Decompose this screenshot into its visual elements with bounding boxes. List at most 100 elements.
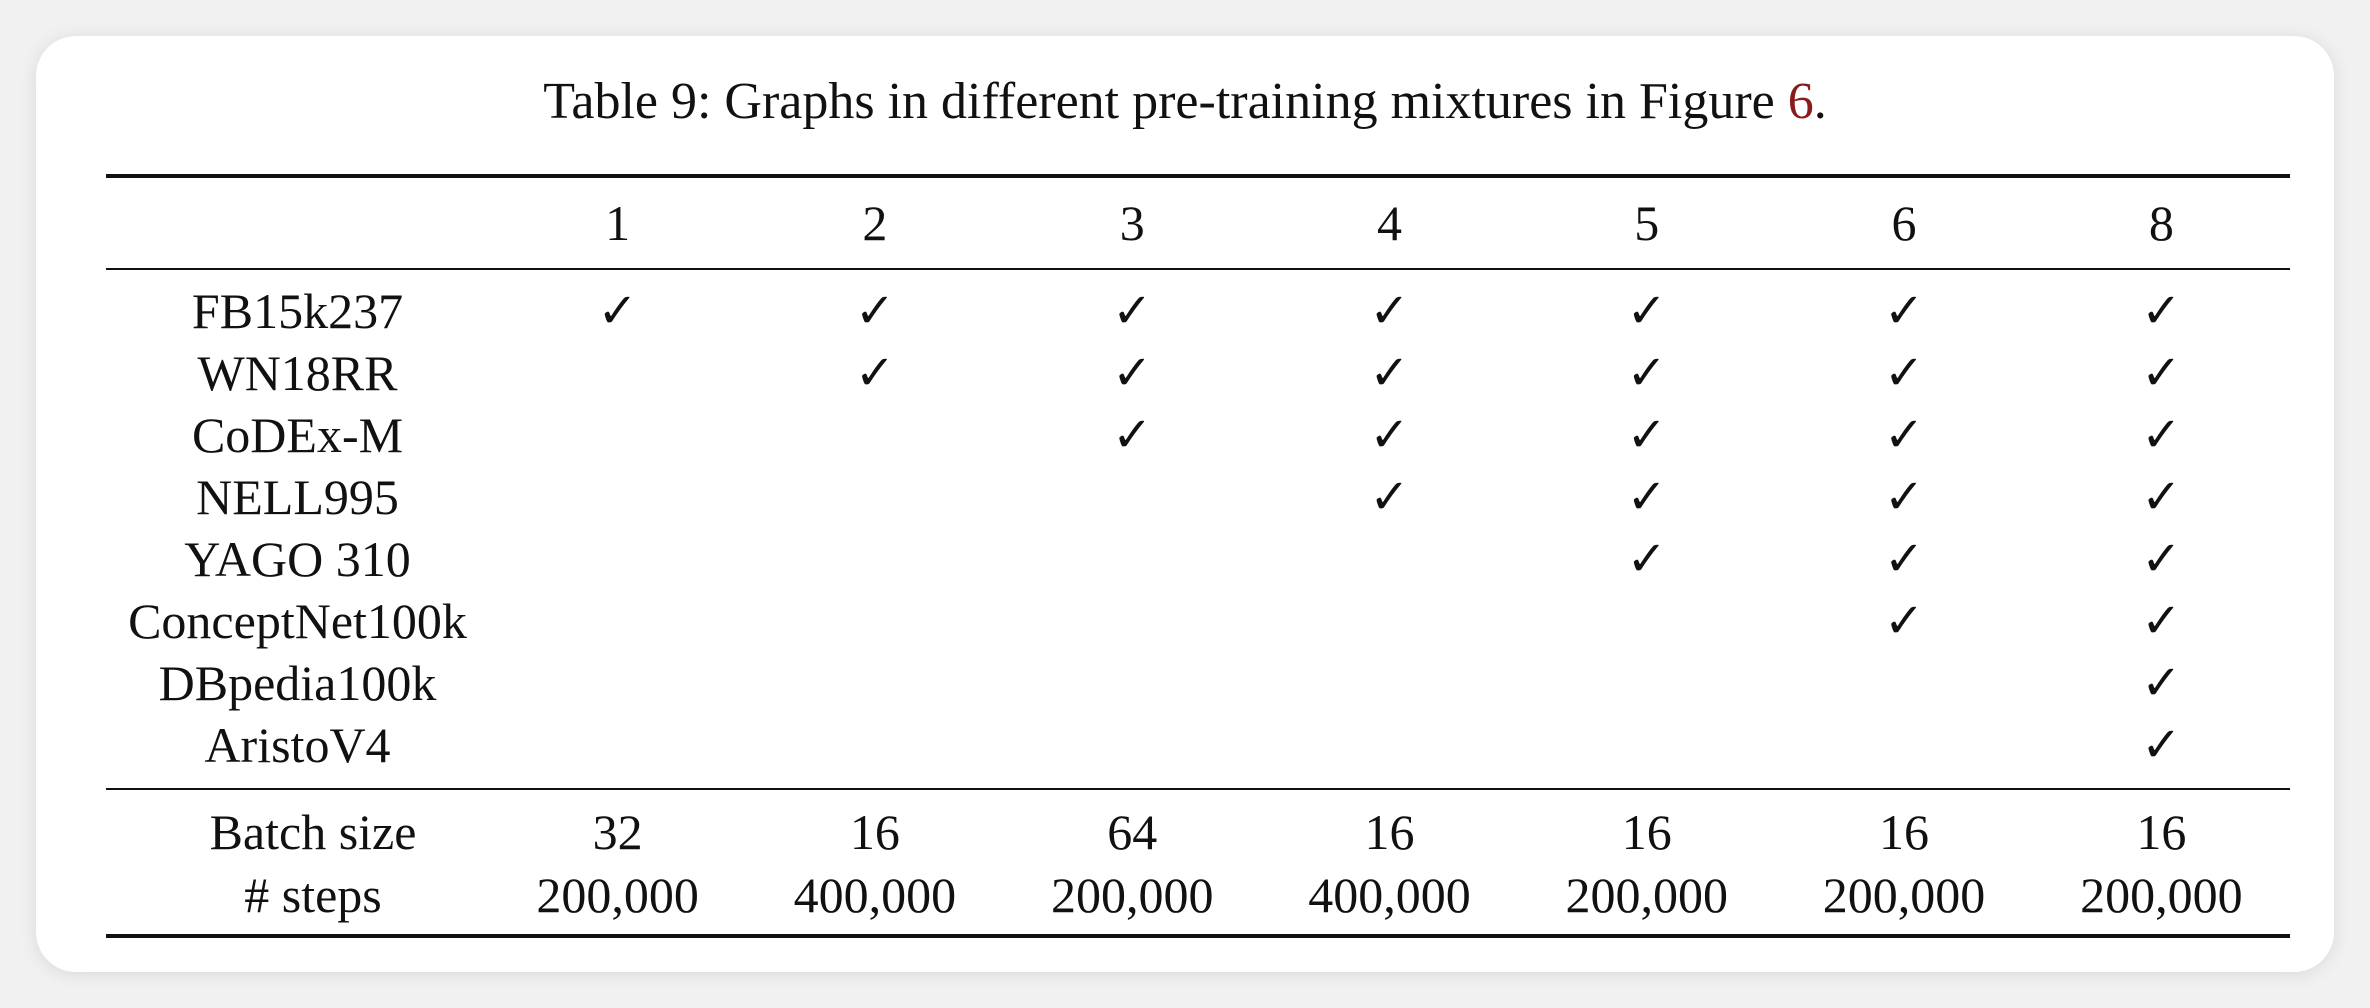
figure-reference-link[interactable]: 6 [1787,73,1814,130]
mixture-cell [1004,466,1261,528]
column-header: 4 [1260,176,1519,270]
checkmark-icon: ✓ [1369,469,1410,525]
graph-name: YAGO 310 [184,530,411,587]
mixture-cell: ✓ [1775,466,2032,528]
mixture-cell [746,466,1003,528]
checkmark-icon: ✓ [1626,407,1667,463]
mixture-cell [1004,652,1261,714]
mixture-cell: ✓ [1518,528,1775,590]
checkmark-icon: ✓ [854,345,896,401]
mixture-cell [746,714,1003,789]
graph-name: NELL995 [196,468,399,525]
mixture-cell: ✓ [1518,269,1775,342]
mixture-cell: ✓ [2033,404,2290,466]
checkmark-icon: ✓ [1883,345,1925,401]
mixture-cell: ✓ [1518,342,1775,404]
stat-value: 16 [746,788,1004,864]
stat-value: 200,000 [2032,864,2290,938]
mixture-cell [1004,714,1261,789]
graph-name: CoDEx-M [191,406,404,463]
mixture-cell [1261,652,1518,714]
stat-value: 16 [1518,788,1776,864]
table-card: Table 9: Graphs in different pre-trainin… [36,36,2334,972]
mixture-cell: ✓ [2033,466,2290,528]
stat-label: Batch size [106,788,489,864]
mixture-cell: ✓ [746,342,1003,404]
checkmark-icon: ✓ [597,283,638,339]
checkmark-icon: ✓ [1369,407,1410,463]
stat-value: 200,000 [489,864,747,938]
mixture-cell [489,466,746,528]
table-row: FB15k237 ✓ ✓ ✓ ✓ ✓ ✓ ✓ [106,269,2290,342]
table-row: # steps 200,000 400,000 200,000 400,000 200,0… [106,864,2290,938]
stat-value: 16 [1775,788,2033,864]
mixture-cell [489,652,746,714]
mixture-cell: ✓ [1518,404,1775,466]
checkmark-icon: ✓ [1883,283,1925,339]
mixture-cell [746,528,1003,590]
checkmark-icon: ✓ [1626,531,1667,587]
checkmark-icon: ✓ [1626,283,1667,339]
mixture-cell [489,528,746,590]
graph-name: FB15k237 [191,282,404,339]
mixture-cell [489,714,746,789]
mixture-cell [1518,590,1775,652]
column-header: 8 [2032,176,2290,270]
mixture-cell: ✓ [2033,714,2290,789]
checkmark-icon: ✓ [1883,531,1925,587]
mixture-cell: ✓ [1004,404,1261,466]
mixture-cell [489,590,746,652]
checkmark-icon: ✓ [1112,345,1153,401]
mixture-cell: ✓ [1261,342,1518,404]
caption-period: . [1813,73,1827,130]
table-row: ConceptNet100k ✓ ✓ [106,590,2290,652]
column-header: 6 [1775,176,2033,270]
mixture-cell [489,404,746,466]
checkmark-icon: ✓ [1112,407,1153,463]
stat-value: 16 [1260,788,1519,864]
stat-value: 400,000 [1260,864,1519,938]
mixture-cell: ✓ [1261,466,1518,528]
table-row: AristoV4 ✓ [106,714,2290,789]
checkmark-icon: ✓ [2141,717,2182,773]
mixture-cell: ✓ [1518,466,1775,528]
mixture-cell: ✓ [1775,269,2032,342]
mixture-cell: ✓ [489,269,746,342]
mixture-cell: ✓ [1775,404,2032,466]
checkmark-icon: ✓ [2141,283,2182,339]
graph-name: WN18RR [197,344,398,401]
mixture-cell [1261,714,1518,789]
checkmark-icon: ✓ [1369,345,1410,401]
checkmark-icon: ✓ [854,283,896,339]
checkmark-icon: ✓ [1626,345,1667,401]
mixture-cell: ✓ [1775,528,2032,590]
stat-value: 400,000 [746,864,1004,938]
checkmark-icon: ✓ [1369,283,1410,339]
mixture-cell: ✓ [2033,590,2290,652]
header-row: 1 2 3 4 5 6 8 [106,176,2290,270]
stat-value: 200,000 [1775,864,2033,938]
table-row: CoDEx-M ✓ ✓ ✓ ✓ ✓ [106,404,2290,466]
graph-name: AristoV4 [204,716,391,773]
table-row: NELL995 ✓ ✓ ✓ ✓ [106,466,2290,528]
caption-text: Table 9: Graphs in different pre-trainin… [543,73,1788,130]
mixture-cell: ✓ [2033,652,2290,714]
mixture-cell [1518,652,1775,714]
mixture-cell [1004,590,1261,652]
mixture-cell [1261,590,1518,652]
table-row: DBpedia100k ✓ [106,652,2290,714]
checkmark-icon: ✓ [1883,469,1925,525]
mixture-cell: ✓ [1004,342,1261,404]
mixture-cell: ✓ [1775,590,2032,652]
graph-rows: FB15k237 ✓ ✓ ✓ ✓ ✓ ✓ ✓ WN18RR ✓ ✓ ✓ ✓ ✓ ✓ CoDEx-M ✓ ✓ ✓ ✓ ✓ N… [106,269,2290,789]
checkmark-icon: ✓ [2141,469,2182,525]
stat-value: 200,000 [1518,864,1776,938]
checkmark-icon: ✓ [1626,469,1667,525]
mixtures-table: 1 2 3 4 5 6 8 FB15k237 ✓ ✓ ✓ ✓ ✓ ✓ ✓ WN18RR ✓ ✓ ✓ ✓ ✓… [106,174,2290,938]
mixture-cell [1775,714,2032,789]
checkmark-icon: ✓ [1112,283,1153,339]
graph-name: DBpedia100k [158,654,437,711]
mixture-cell [746,652,1003,714]
table-row: WN18RR ✓ ✓ ✓ ✓ ✓ ✓ [106,342,2290,404]
checkmark-icon: ✓ [2141,531,2182,587]
